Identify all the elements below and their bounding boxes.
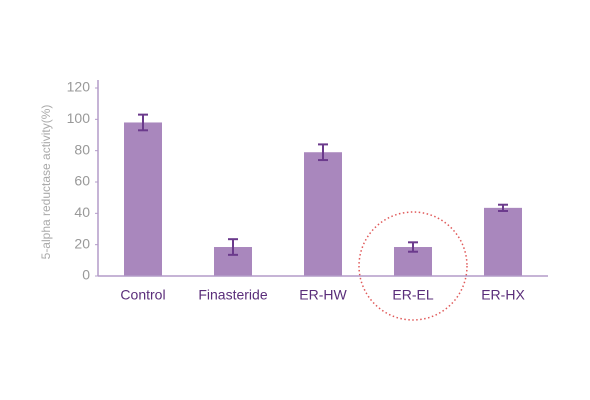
bar xyxy=(124,122,162,276)
bar xyxy=(304,152,342,276)
y-tick-label: 0 xyxy=(82,267,90,283)
x-tick-label: ER-HW xyxy=(299,287,347,303)
y-tick-label: 60 xyxy=(74,173,90,189)
x-tick-label: ER-EL xyxy=(392,287,433,303)
highlight-circle xyxy=(358,211,468,321)
y-tick-label: 80 xyxy=(74,141,90,157)
y-tick-label: 100 xyxy=(67,110,91,126)
bar xyxy=(484,207,522,276)
y-tick-label: 40 xyxy=(74,204,90,220)
x-tick-label: Finasteride xyxy=(198,287,267,303)
error-bar xyxy=(228,238,238,256)
error-bar xyxy=(498,203,508,212)
error-bar xyxy=(408,241,418,253)
x-tick-label: ER-HX xyxy=(481,287,525,303)
x-tick-label: Control xyxy=(120,287,165,303)
error-bar xyxy=(138,113,148,132)
y-axis-label: 5-alpha reductase activity(%) xyxy=(39,105,53,260)
y-tick-label: 120 xyxy=(67,79,91,95)
y-tick-label: 20 xyxy=(74,235,90,251)
error-bar xyxy=(318,143,328,162)
